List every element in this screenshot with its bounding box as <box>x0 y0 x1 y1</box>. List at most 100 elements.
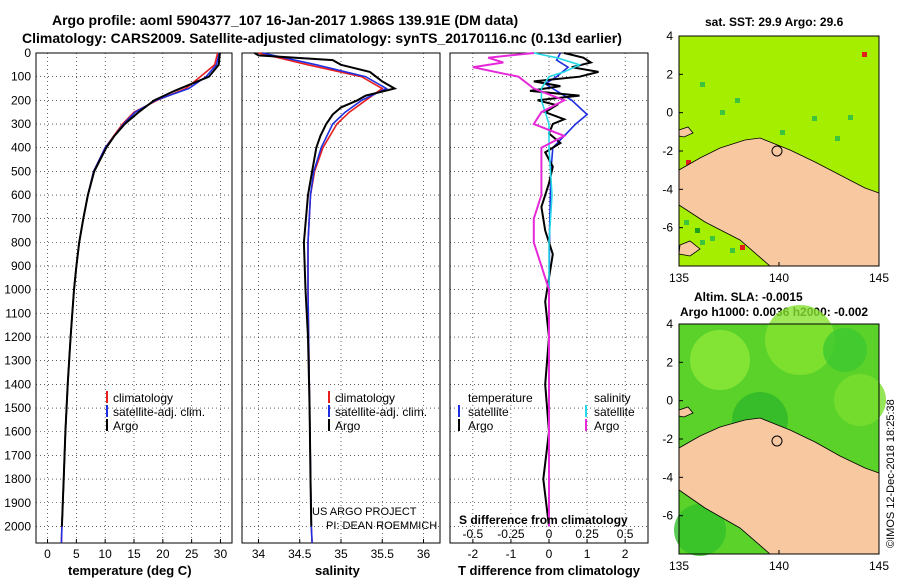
depth-tick-label: 800 <box>11 235 31 249</box>
x-tick-label: 34 <box>252 547 266 561</box>
map-y-tick-label: 0 <box>666 106 673 120</box>
depth-tick-label: 1300 <box>4 354 31 368</box>
map-x-tick-label: 140 <box>769 559 789 573</box>
sla-argo-marker <box>771 435 783 447</box>
sst-pixel <box>740 245 745 250</box>
legend-sat-label: satellite-adj. clim. <box>335 405 427 419</box>
depth-tick-label: 1000 <box>4 283 31 297</box>
depth-tick-label: 700 <box>11 212 31 226</box>
depth-tick-label: 100 <box>11 70 31 84</box>
sla-blotch <box>674 504 726 556</box>
sst-pixel <box>700 82 705 87</box>
depth-tick-label: 600 <box>11 188 31 202</box>
sst-pixel <box>710 236 715 241</box>
temperature-legend: climatology satellite-adj. clim. Argo <box>106 391 205 433</box>
legend-s-argo-label: Argo <box>594 419 620 433</box>
map-y-tick-label: 2 <box>666 355 673 369</box>
depth-tick-label: 300 <box>11 117 31 131</box>
x-tick-label: 34.5 <box>288 547 312 561</box>
sst-map <box>678 35 880 267</box>
sla-blotch <box>823 328 867 372</box>
x-tick-label: 25 <box>185 547 199 561</box>
sst-pixel <box>695 228 700 233</box>
legend-s-sat-label: satellite <box>594 405 635 419</box>
map-y-tick-label: 4 <box>666 317 673 331</box>
map-y-tick-label: -6 <box>662 509 673 523</box>
legend-salinity-heading: salinity <box>594 391 631 405</box>
series-s-argo <box>472 52 567 527</box>
sla-axis-ticks: 135 140 145 4 2 0 -2 -4 -6 <box>662 317 889 573</box>
depth-tick-label: 500 <box>11 164 31 178</box>
project-credit-line-1: US ARGO PROJECT <box>312 506 417 518</box>
tick-layer: 0100200300400500600700800900100011001200… <box>4 46 634 561</box>
sst-axis-ticks: 135 140 145 4 2 0 -2 -4 -6 <box>662 29 889 285</box>
x-tick-label: 30 <box>214 547 228 561</box>
depth-tick-label: 1400 <box>4 377 31 391</box>
depth-tick-label: 400 <box>11 141 31 155</box>
sst-pixel <box>720 110 725 115</box>
salinity-legend: climatology satellite-adj. clim. Argo <box>328 391 427 433</box>
legend-temperature-heading: temperature <box>468 391 533 405</box>
temperature-xlabel: temperature (deg C) <box>68 563 192 578</box>
legend-clim-label: climatology <box>113 391 173 405</box>
legend-argo-label: Argo <box>335 419 361 433</box>
legend-argo-label: Argo <box>113 419 139 433</box>
sst-map-title: sat. SST: 29.9 Argo: 29.6 <box>705 15 844 29</box>
sst-pixel <box>684 220 689 225</box>
sst-pixel <box>730 248 735 253</box>
x-tick-label: 2 <box>622 547 629 561</box>
sst-pixel <box>848 115 853 120</box>
sla-blotch <box>765 305 835 375</box>
difference-s-label: S difference from climatology <box>459 513 628 527</box>
salinity-xlabel: salinity <box>315 563 361 578</box>
depth-tick-label: 1100 <box>5 306 31 320</box>
map-x-tick-label: 145 <box>869 559 889 573</box>
depth-tick-label: 1200 <box>4 330 31 344</box>
sst-pixel <box>812 116 817 121</box>
depth-tick-label: 1500 <box>4 401 31 415</box>
sst-new-guinea-land <box>678 137 880 267</box>
difference-xlabel: T difference from climatology <box>458 563 641 578</box>
x-tick-label: -1 <box>506 547 517 561</box>
legend-clim-label: climatology <box>335 391 395 405</box>
map-x-tick-label: 140 <box>769 271 789 285</box>
map-y-tick-label: 0 <box>666 394 673 408</box>
map-y-tick-label: -4 <box>662 470 673 484</box>
map-y-tick-label: -4 <box>662 182 673 196</box>
x-tick-label: 15 <box>127 547 141 561</box>
x-tick-label: -2 <box>468 547 479 561</box>
s-tick-label: -0.25 <box>497 527 525 541</box>
difference-legend: temperature satellite Argo salinity sate… <box>458 391 635 433</box>
depth-tick-label: 0 <box>24 46 31 60</box>
sla-blotch <box>690 330 750 390</box>
sst-pixel <box>686 160 691 165</box>
series-argo <box>60 52 221 527</box>
series-climatology <box>60 52 219 544</box>
series-climatology <box>258 52 384 544</box>
s-tick-label: 0.25 <box>575 527 599 541</box>
sst-argo-marker <box>771 145 783 157</box>
series-layer <box>60 52 599 544</box>
depth-tick-label: 900 <box>11 259 31 273</box>
depth-tick-label: 1600 <box>4 425 31 439</box>
s-tick-label: -0.5 <box>463 527 484 541</box>
depth-tick-label: 1900 <box>4 496 31 510</box>
map-y-tick-label: -2 <box>662 432 673 446</box>
sla-blotch <box>834 374 886 426</box>
map-y-tick-label: 2 <box>666 67 673 81</box>
series-s-satellite <box>533 52 582 527</box>
x-tick-label: 20 <box>156 547 170 561</box>
series-satellite-adj-clim- <box>60 52 221 544</box>
imos-credit: ©IMOS 12-Dec-2018 18:25:38 <box>885 399 897 548</box>
map-y-tick-label: -2 <box>662 144 673 158</box>
map-y-tick-label: -6 <box>662 221 673 235</box>
legend-sat-label: satellite-adj. clim. <box>113 405 205 419</box>
sst-pixel <box>780 130 785 135</box>
depth-tick-label: 2000 <box>4 519 31 533</box>
sla-map <box>674 305 886 556</box>
map-x-tick-label: 135 <box>669 271 689 285</box>
title-line-2: Climatology: CARS2009. Satellite-adjuste… <box>22 30 622 46</box>
map-x-tick-label: 145 <box>869 271 889 285</box>
x-tick-label: 36 <box>417 547 431 561</box>
